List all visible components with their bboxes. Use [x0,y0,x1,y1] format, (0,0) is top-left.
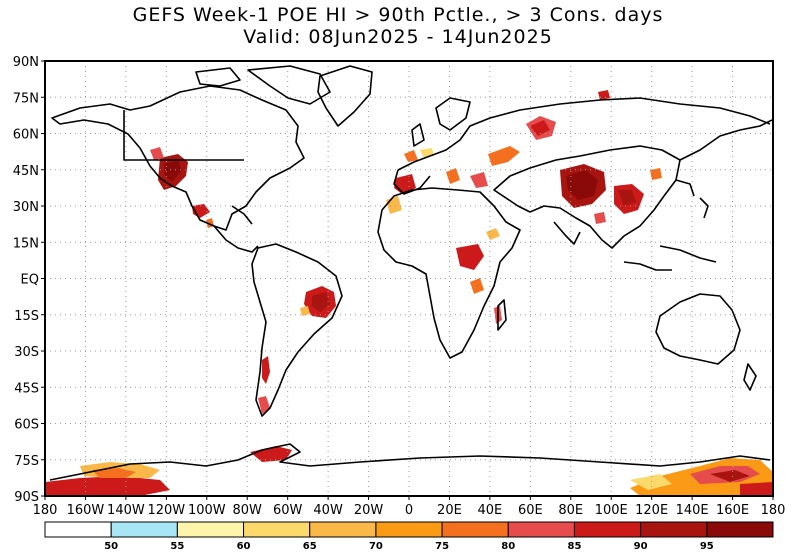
lon-label: 60E [518,503,543,518]
legend-swatch [640,521,708,538]
legend-swatch [507,521,575,538]
lon-label: 160E [716,503,749,518]
legend-label: 80 [501,541,515,552]
legend-label: 65 [303,541,317,552]
lon-label: 80W [233,503,263,518]
lat-label: 15S [14,309,39,324]
lat-label: 75S [14,454,39,469]
map-title: GEFS Week-1 POE HI > 90th Pctle., > 3 Co… [0,4,796,48]
legend-swatch [441,521,509,538]
lon-label: 180 [761,503,786,518]
heat-russia [488,146,520,166]
legend-label: 60 [237,541,251,552]
lon-label: 140W [107,503,145,518]
lat-label: 60N [13,128,39,143]
legend-swatch [375,521,443,538]
lon-label: 40W [313,503,343,518]
legend-swatch [176,521,245,538]
legend-label: 95 [700,541,714,552]
legend-label: 75 [435,541,449,552]
lon-label: 20E [437,503,462,518]
legend-swatch [110,521,178,538]
legend-label: 55 [170,541,184,552]
lat-label: 15N [13,236,39,251]
lat-label: 75N [13,91,39,106]
legend-swatch [44,521,112,538]
lon-label: 180 [33,503,58,518]
lon-label: 20W [354,503,384,518]
legend-label: 50 [104,541,118,552]
lat-label: 45N [13,164,39,179]
heat-east-africa [456,244,484,270]
legend-swatch [309,521,377,538]
lon-label: 80E [558,503,583,518]
title-line-1: GEFS Week-1 POE HI > 90th Pctle., > 3 Co… [132,4,664,26]
lon-label: 120E [635,503,668,518]
lon-label: 100W [188,503,226,518]
legend-label: 90 [634,541,648,552]
lat-label: EQ [21,273,39,288]
lon-label: 0 [405,503,413,518]
lon-label: 60W [273,503,303,518]
lon-label: 160W [67,503,105,518]
coastlines [49,65,773,481]
graticule [45,61,773,496]
lat-label: 45S [14,381,39,396]
title-line-2: Valid: 08Jun2025 - 14Jun2025 [243,26,553,48]
lon-label: 140E [676,503,709,518]
lon-label: 40E [478,503,503,518]
lat-label: 30N [13,200,39,215]
lat-label: 90N [13,55,39,70]
longitude-labels: 180 160W 140W 120W 100W 80W 60W 40W 20W 0 20E 40E 60… [33,496,786,518]
latitude-labels: 90N 75N 60N 45N 30N 15N EQ 15S 30S 45S 60S 75S 90S [13,55,45,505]
lat-label: 30S [14,345,39,360]
lon-label: 100E [595,503,628,518]
legend-swatch [706,521,774,538]
probability-shading [45,90,773,496]
legend-label: 70 [369,541,383,552]
legend-swatch [243,521,311,538]
color-legend: 50 55 60 65 70 75 80 85 90 95 [44,521,774,552]
legend-swatch [573,521,642,538]
legend-label: 85 [567,541,581,552]
lat-label: 90S [14,490,39,505]
lat-label: 60S [14,418,39,433]
heat-antarctica-west [45,476,170,496]
lon-label: 120W [147,503,185,518]
